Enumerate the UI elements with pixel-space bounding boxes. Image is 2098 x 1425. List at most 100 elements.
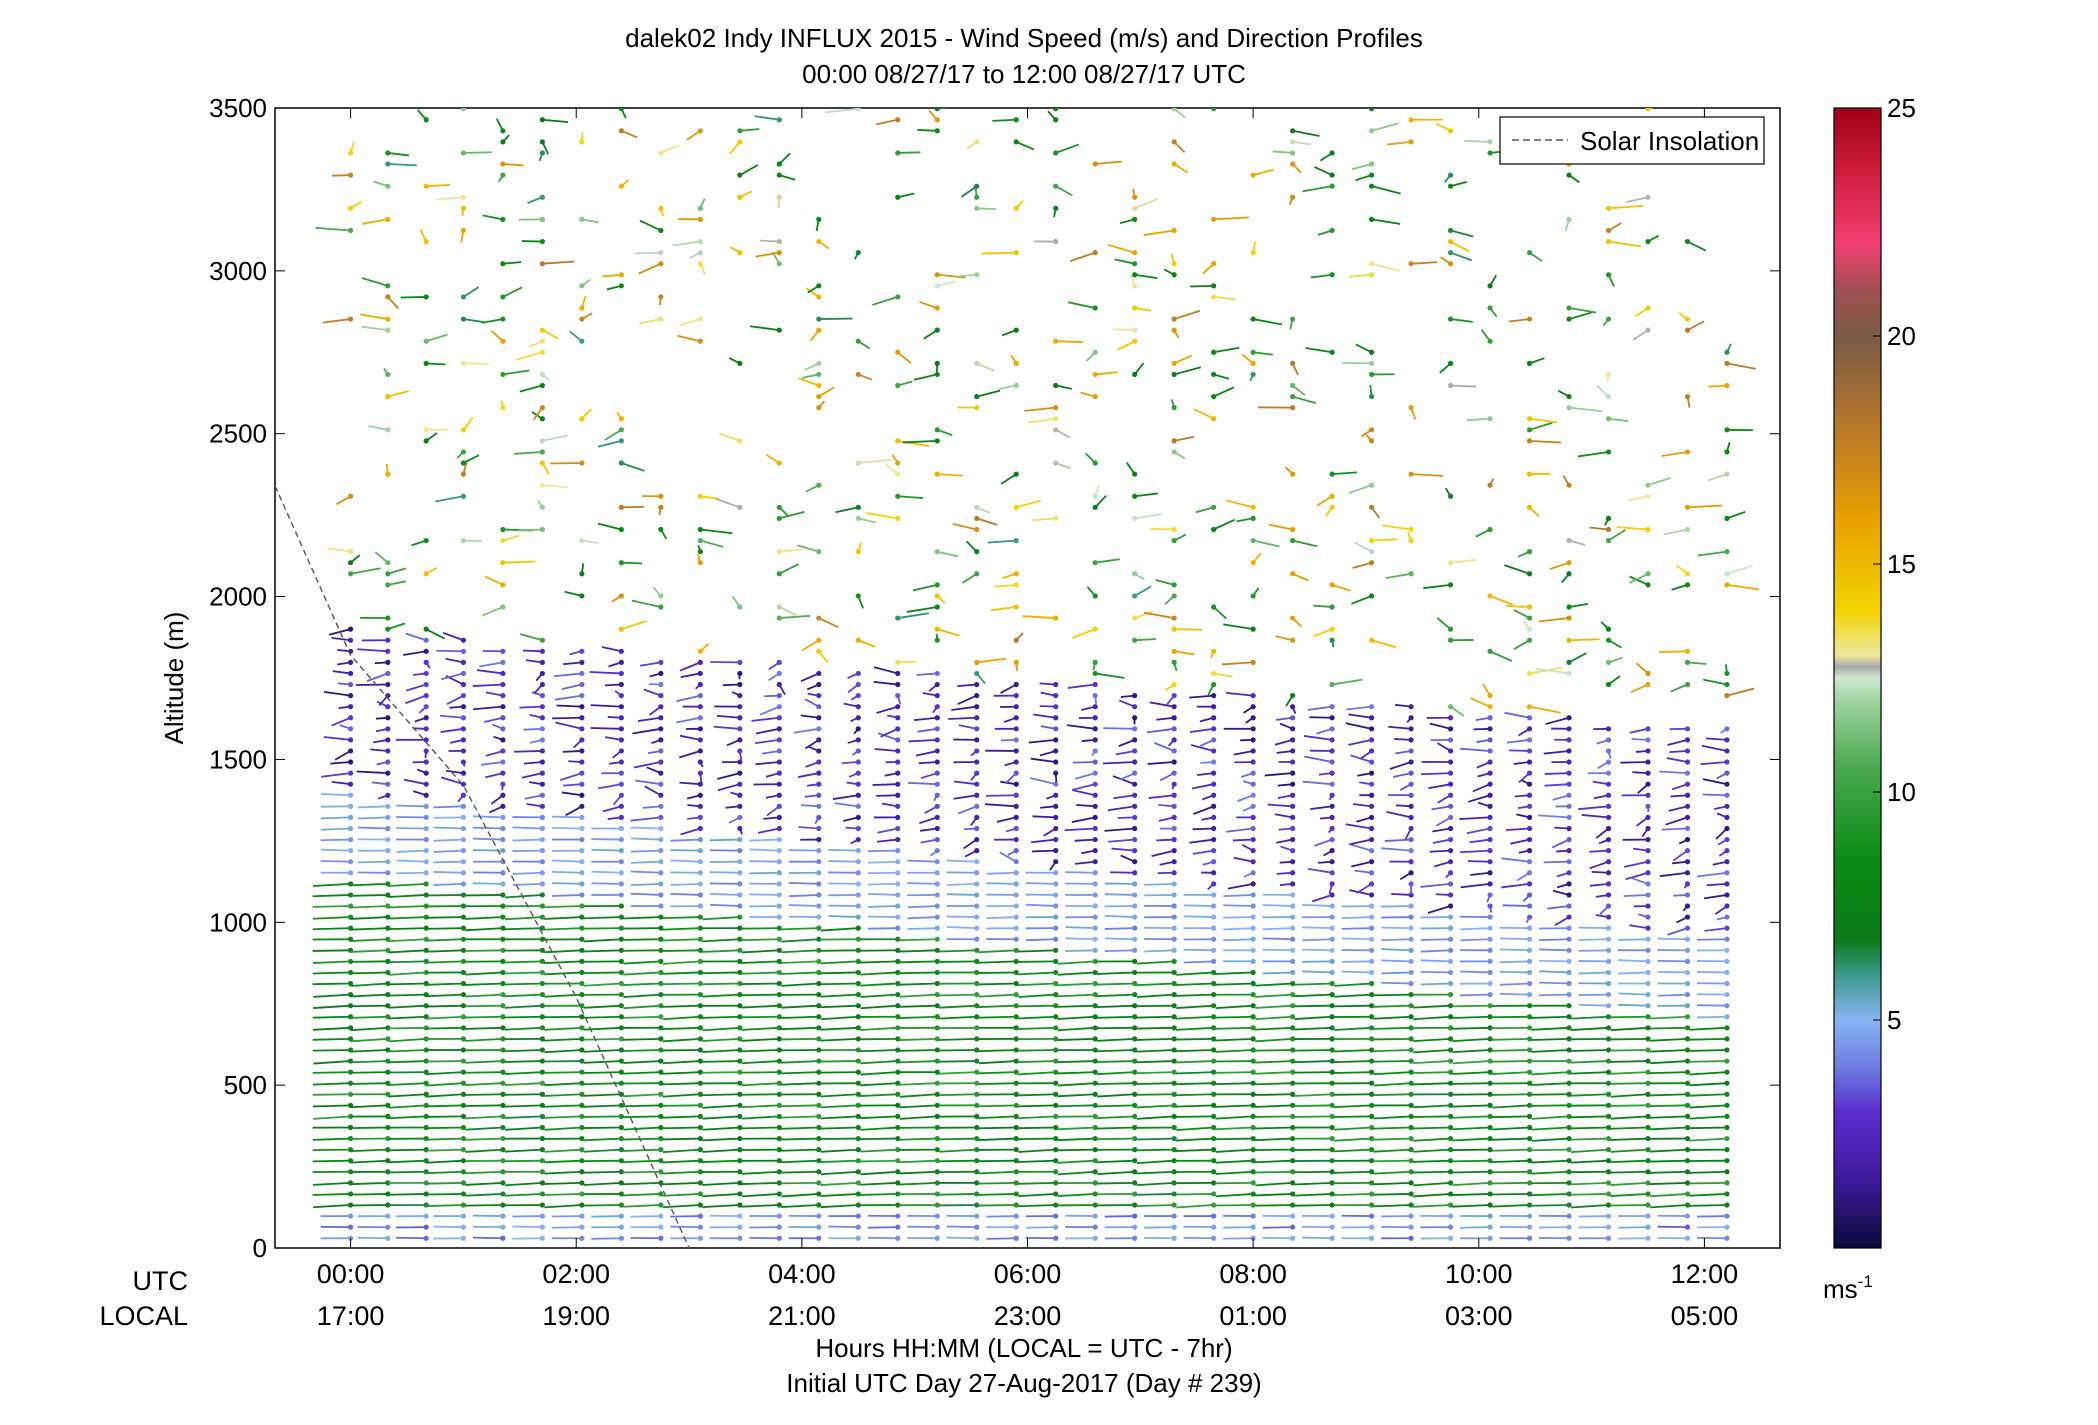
wind-barb-dot <box>1368 1003 1375 1009</box>
wind-barb <box>670 893 701 896</box>
wind-barb-dot <box>1250 692 1256 699</box>
wind-barb-dot <box>1684 781 1691 787</box>
wind-barb-dot <box>1605 681 1612 688</box>
wind-barb-dot <box>737 659 743 665</box>
wind-barb-dot <box>347 637 354 643</box>
wind-barb <box>670 1225 701 1229</box>
wind-barb <box>1039 682 1056 686</box>
wind-barb <box>1096 982 1135 986</box>
wind-barb <box>635 779 661 786</box>
wind-barb-dot <box>460 726 467 732</box>
wind-barb <box>860 1026 898 1031</box>
wind-barb-dot <box>895 1169 901 1175</box>
wind-barb <box>741 1037 780 1042</box>
wind-barb-dot <box>737 892 743 898</box>
wind-barb <box>987 539 1017 544</box>
wind-barb-dot <box>1684 770 1691 776</box>
wind-barb <box>425 1071 464 1076</box>
wind-barb <box>1545 716 1570 725</box>
wind-barb-dot <box>895 792 901 798</box>
wind-barb-dot <box>1250 537 1256 544</box>
wind-barb <box>425 894 464 897</box>
wind-barb-dot <box>1092 1147 1098 1153</box>
wind-barb <box>765 453 780 464</box>
wind-barb <box>504 927 543 931</box>
wind-barb-dot <box>855 670 861 677</box>
wind-barb-dot <box>1132 814 1138 821</box>
wind-barb <box>793 727 819 734</box>
wind-barb-dot <box>1368 881 1375 887</box>
wind-barb <box>899 949 938 953</box>
wind-barb-dot <box>500 1158 506 1164</box>
wind-barb <box>482 606 504 617</box>
wind-barb <box>1107 244 1135 254</box>
wind-barb-dot <box>500 659 506 665</box>
wind-barb <box>1341 960 1372 963</box>
wind-barb-dot <box>618 460 624 466</box>
wind-barb-dot <box>658 1213 664 1219</box>
wind-barb-dot <box>539 936 545 942</box>
wind-barb-dot <box>1171 526 1177 533</box>
wind-barb <box>1215 1193 1254 1198</box>
wind-barb <box>1578 1003 1609 1007</box>
wind-barb-dot <box>423 1091 429 1097</box>
wind-barb-dot <box>539 139 545 145</box>
wind-barb <box>1351 163 1372 171</box>
wind-barb-dot <box>1171 1158 1177 1164</box>
wind-barb-dot <box>1447 947 1454 953</box>
wind-barb <box>1659 650 1688 653</box>
wind-barb <box>759 239 780 243</box>
wind-barb <box>1095 672 1125 679</box>
wind-barb-dot <box>1724 870 1730 876</box>
wind-barb-dot <box>1368 1047 1375 1053</box>
wind-barb-dot <box>1171 1235 1177 1241</box>
wind-barb-dot <box>1250 781 1256 787</box>
wind-barb-dot <box>1645 1058 1651 1064</box>
wind-barb <box>978 1015 1017 1019</box>
wind-barb-dot <box>776 814 782 821</box>
wind-barb <box>1627 495 1649 502</box>
wind-barb <box>1067 683 1096 689</box>
wind-barb <box>1373 1071 1412 1076</box>
wind-barb-dot <box>895 1213 901 1219</box>
wind-barb-dot <box>895 1014 901 1020</box>
wind-barb-dot <box>1566 825 1572 832</box>
wind-barb <box>1649 1060 1688 1065</box>
wind-barb <box>937 108 948 110</box>
wind-barb-dot <box>974 1191 980 1197</box>
wind-barb <box>349 1126 388 1130</box>
wind-barb-dot <box>1329 1124 1335 1131</box>
wind-barb-dot <box>423 1080 429 1086</box>
wind-barb <box>1501 882 1530 889</box>
wind-barb-dot <box>934 759 940 765</box>
wind-barb <box>1491 1049 1530 1052</box>
wind-barb <box>662 1004 701 1008</box>
wind-barb-dot <box>1447 1124 1454 1131</box>
wind-barb-dot <box>1566 1124 1572 1131</box>
wind-barb-dot <box>1053 416 1059 422</box>
wind-barb <box>1570 1049 1609 1052</box>
wind-barb <box>541 329 559 340</box>
wind-barb-dot <box>539 1147 545 1153</box>
wind-barb-dot <box>1250 515 1256 522</box>
wind-barb-dot <box>697 670 703 677</box>
wind-barb-dot <box>737 1191 743 1197</box>
wind-barb-dot <box>1566 216 1572 222</box>
wind-barb-dot <box>816 803 822 809</box>
wind-barb-dot <box>658 859 664 865</box>
wind-barb-dot <box>1013 1224 1019 1230</box>
wind-barb <box>1413 1137 1451 1142</box>
wind-barb-dot <box>895 1003 901 1009</box>
wind-barb-dot <box>539 637 545 643</box>
wind-barb-dot <box>539 1191 545 1197</box>
wind-barb-dot <box>1408 825 1414 832</box>
wind-barb <box>1689 1115 1728 1120</box>
wind-barb <box>937 280 956 287</box>
wind-barb-dot <box>385 427 391 433</box>
wind-barb <box>1275 635 1293 642</box>
wind-barb-dot <box>618 737 624 743</box>
wind-barb-dot <box>1290 1235 1296 1241</box>
wind-barb-dot <box>1526 792 1533 798</box>
wind-barb-dot <box>500 216 506 222</box>
wind-barb <box>1183 915 1214 918</box>
